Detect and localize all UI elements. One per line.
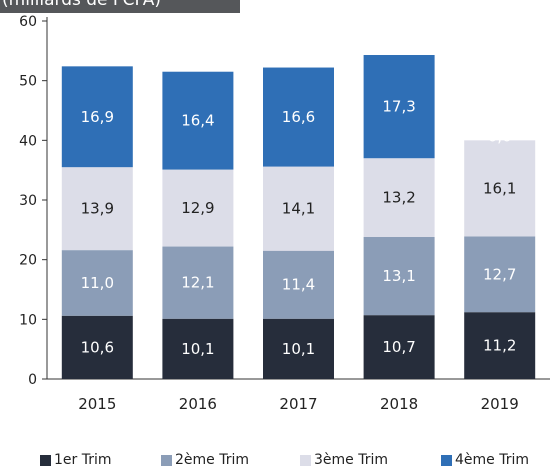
legend-swatch-q3	[300, 454, 311, 466]
legend-item-q3: 3ème Trim	[300, 452, 388, 468]
bar-data-label: 16,4	[181, 112, 214, 130]
x-tick-label: 2019	[481, 395, 519, 413]
bar-segment	[363, 315, 435, 379]
bar-data-label: 16,1	[483, 179, 516, 197]
bar-data-label: 11,0	[81, 274, 114, 292]
bar-data-label: 10,6	[81, 338, 114, 356]
y-tick-label: 10	[19, 312, 37, 328]
y-tick-label: 60	[19, 14, 37, 30]
chart-title: (milliards de FCFA)	[2, 0, 162, 10]
bar-data-label: 17,3	[382, 98, 415, 116]
y-tick-label: 0	[28, 372, 37, 388]
x-tick-label: 2018	[380, 395, 418, 413]
bar-segment	[464, 140, 536, 237]
y-tick-label: 20	[19, 253, 37, 269]
legend-item-q2: 2ème Trim	[161, 452, 249, 468]
bar-data-label: 11,2	[483, 337, 516, 355]
bar-segment	[61, 66, 133, 168]
x-tick-label: 2016	[179, 395, 217, 413]
legend-swatch-q1	[40, 454, 51, 466]
bar-segment	[263, 67, 334, 167]
bar-data-label: 10,1	[282, 340, 315, 358]
bar-segment	[162, 169, 234, 247]
legend-item-q1: 1er Trim	[40, 452, 112, 468]
bar-segment	[464, 236, 536, 313]
bar-data-label: 12,1	[181, 274, 214, 292]
chart-legend: 1er Trim 2ème Trim 3ème Trim 4ème Trim	[0, 452, 555, 471]
bar-segment	[363, 55, 435, 159]
bar-segment	[162, 246, 234, 319]
x-tick-label: 2015	[78, 395, 116, 413]
bar-data-label: 12,7	[483, 265, 516, 283]
bar-segment	[263, 250, 334, 319]
y-tick-label: 30	[19, 193, 37, 209]
legend-label-q2: 2ème Trim	[175, 452, 249, 468]
legend-label-q3: 3ème Trim	[314, 452, 388, 468]
bar-segment	[363, 158, 435, 237]
bar-data-label: 13,1	[382, 267, 415, 285]
bar-data-label: 11,4	[282, 276, 315, 294]
legend-item-q4: 4ème Trim	[441, 452, 529, 468]
bar-segment	[61, 167, 133, 251]
bar-segment	[464, 312, 536, 379]
x-tick-label: 2017	[279, 395, 317, 413]
legend-label-q1: 1er Trim	[54, 452, 112, 468]
legend-swatch-q2	[161, 454, 172, 466]
bar-segment	[162, 318, 234, 379]
bar-data-label: 16,6	[282, 108, 315, 126]
bar-segment	[61, 315, 133, 379]
bar-data-label: 10,7	[382, 338, 415, 356]
bar-segment	[363, 236, 435, 316]
bar-data-label: 10,1	[181, 340, 214, 358]
bar-data-label: 14,1	[282, 200, 315, 218]
legend-swatch-q4	[441, 454, 452, 466]
bar-data-label: 13,2	[382, 189, 415, 207]
bar-data-label: 13,9	[81, 200, 114, 218]
bar-segment	[263, 166, 334, 251]
y-tick-label: 40	[19, 133, 37, 149]
legend-label-q4: 4ème Trim	[455, 452, 529, 468]
bar-data-label: 16,9	[81, 108, 114, 126]
bar-segment	[162, 71, 234, 170]
chart-title-band: (milliards de FCFA)	[0, 0, 240, 13]
bar-data-label: 12,9	[181, 199, 214, 217]
y-tick-label: 50	[19, 74, 37, 90]
bar-segment	[263, 318, 334, 379]
bar-data-label: 0,0	[488, 127, 512, 145]
bar-segment	[61, 250, 133, 316]
